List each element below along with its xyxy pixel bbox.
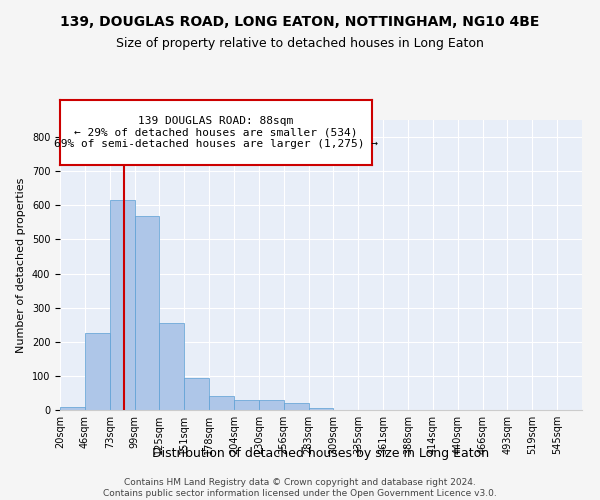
Bar <box>60 406 85 410</box>
Bar <box>234 400 259 410</box>
Bar <box>209 396 234 410</box>
Bar <box>160 323 184 410</box>
Text: 139 DOUGLAS ROAD: 88sqm
← 29% of detached houses are smaller (534)
69% of semi-d: 139 DOUGLAS ROAD: 88sqm ← 29% of detache… <box>54 116 378 149</box>
Text: Contains HM Land Registry data © Crown copyright and database right 2024.
Contai: Contains HM Land Registry data © Crown c… <box>103 478 497 498</box>
Text: Size of property relative to detached houses in Long Eaton: Size of property relative to detached ho… <box>116 38 484 51</box>
Text: Distribution of detached houses by size in Long Eaton: Distribution of detached houses by size … <box>152 448 490 460</box>
Bar <box>284 403 308 410</box>
Text: 139, DOUGLAS ROAD, LONG EATON, NOTTINGHAM, NG10 4BE: 139, DOUGLAS ROAD, LONG EATON, NOTTINGHA… <box>61 15 539 29</box>
Y-axis label: Number of detached properties: Number of detached properties <box>16 178 26 352</box>
Bar <box>184 378 209 410</box>
Bar <box>110 200 134 410</box>
Bar <box>259 400 284 410</box>
Bar <box>134 216 160 410</box>
Bar <box>85 333 110 410</box>
Bar <box>308 408 334 410</box>
